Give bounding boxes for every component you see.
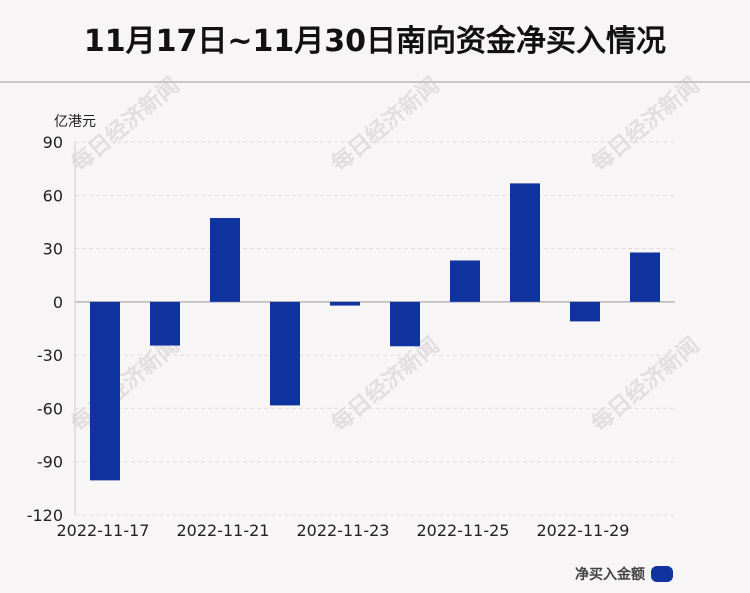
y-tick-label: -60 (37, 399, 63, 418)
legend-label: 净买入金额 (575, 567, 645, 583)
x-tick-label: 2022-11-29 (537, 521, 630, 540)
bar (90, 301, 120, 481)
bar (510, 183, 540, 302)
y-tick-label: 0 (53, 293, 63, 312)
y-tick-label: 60 (43, 186, 63, 205)
bar (210, 218, 240, 302)
x-tick-label: 2022-11-25 (417, 521, 510, 540)
bar (630, 252, 660, 302)
bar (150, 301, 180, 346)
watermark: 每日经济新闻 (327, 332, 445, 437)
bar (270, 301, 300, 406)
watermark: 每日经济新闻 (67, 332, 185, 437)
watermark: 每日经济新闻 (327, 72, 445, 177)
y-tick-label: 30 (43, 240, 63, 259)
title-divider (0, 81, 750, 83)
y-tick-label: -120 (27, 506, 63, 525)
x-tick-label: 2022-11-23 (297, 521, 390, 540)
bar (450, 260, 480, 302)
x-tick-label: 2022-11-21 (177, 521, 270, 540)
y-axis-label: 亿港元 (54, 114, 96, 130)
chart-title: 11月17日~11月30日南向资金净买入情况 (83, 24, 667, 59)
bar (390, 301, 420, 347)
legend-swatch (651, 566, 673, 582)
y-tick-label: 90 (43, 133, 63, 152)
watermark: 每日经济新闻 (587, 332, 705, 437)
watermark: 每日经济新闻 (587, 72, 705, 177)
bar (570, 301, 600, 322)
y-tick-label: -30 (37, 346, 63, 365)
bar (330, 301, 360, 306)
y-tick-label: -90 (37, 453, 63, 472)
x-tick-label: 2022-11-17 (57, 521, 150, 540)
legend: 净买入金额 (575, 563, 673, 585)
